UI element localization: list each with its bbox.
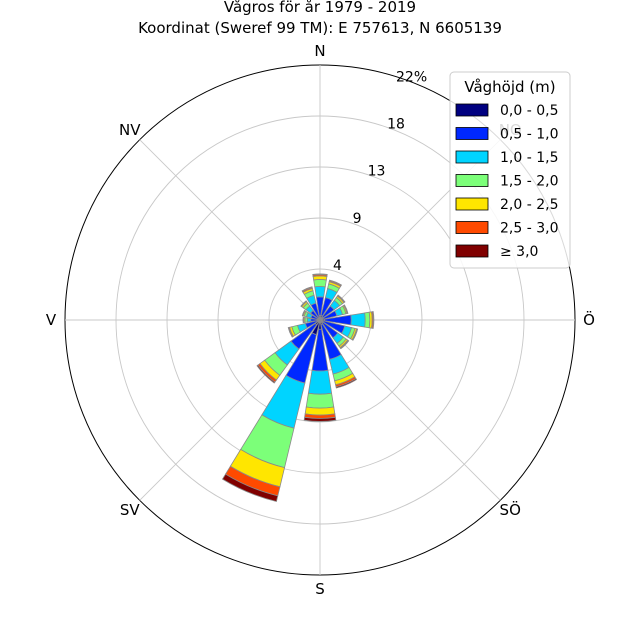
bar-segment-ESE-7 (352, 328, 359, 341)
legend-swatch-4 (455, 174, 489, 187)
bar-segment-VNV-7 (301, 309, 306, 317)
r-tick-label: 13 (368, 164, 386, 180)
direction-label-SV: SV (120, 501, 141, 519)
direction-label-N: N (314, 42, 325, 60)
legend-swatch-6 (455, 221, 489, 234)
bar-segment-Ö-7 (372, 311, 375, 329)
bar-segment-S-3 (307, 369, 333, 395)
r-tick-label: 4 (333, 258, 342, 274)
bar-segment-S-5 (304, 406, 336, 416)
legend-label-5: 2,0 - 2,5 (500, 197, 558, 213)
chart-title: Vågros för år 1979 - 2019 (224, 0, 416, 16)
legend-label-4: 1,5 - 2,0 (500, 174, 558, 190)
direction-label-Ö: Ö (583, 310, 595, 329)
bar-segment-S-7 (303, 416, 337, 422)
bar-segment-ENE-7 (343, 304, 349, 314)
bar-segment-V-3 (306, 317, 312, 323)
bar-segment-NV-7 (300, 300, 307, 307)
bar-segment-SSV-7 (221, 473, 279, 502)
bar-segment-Ö-4 (364, 311, 371, 329)
polar-grid (64, 64, 576, 576)
legend-swatch-5 (455, 197, 489, 211)
r-tick-label: 22% (396, 69, 427, 85)
legend-label-7: ≥ 3,0 (500, 244, 538, 260)
bar-segment-N-3 (314, 285, 326, 298)
legend-label-1: 0,0 - 0,5 (500, 103, 558, 119)
r-tick-label: 9 (353, 211, 362, 227)
bar-segment-SSE-7 (335, 378, 358, 389)
bar-segment-VSV-7 (287, 327, 294, 338)
bar-segment-NNE-7 (328, 279, 342, 286)
legend-items: 0,0 - 0,5 0,5 - 1,0 1,0 - 1,5 1,5 - 2,0 2,0 … (455, 103, 558, 260)
legend-swatch-3 (455, 150, 489, 164)
chart-subtitle: Koordinat (Sweref 99 TM): E 757613, N 66… (138, 19, 502, 37)
legend-label-2: 0,5 - 1,0 (500, 127, 558, 143)
legend-title: Våghöjd (m) (464, 78, 555, 96)
bar-segment-SV-7 (256, 364, 276, 384)
direction-label-S: S (315, 580, 325, 598)
radial-tick-labels: 4 9 13 18 22% (333, 69, 427, 273)
rose-bars (221, 273, 375, 502)
r-tick-label: 18 (387, 117, 405, 133)
legend-swatch-2 (455, 127, 489, 140)
direction-label-SÖ: SÖ (500, 500, 521, 519)
bar-segment-NE-7 (337, 294, 346, 303)
direction-label-V: V (46, 311, 57, 329)
grid-spoke (139, 139, 321, 321)
legend-label-6: 2,5 - 3,0 (500, 221, 558, 237)
bar-segment-NNV-7 (301, 286, 313, 292)
bar-segment-N-4 (313, 279, 327, 288)
bar-segment-S-4 (305, 392, 335, 409)
bar-segment-SÖ-7 (340, 340, 350, 350)
direction-label-NV: NV (119, 121, 141, 139)
legend-swatch-7 (455, 244, 489, 258)
legend-swatch-1 (455, 103, 489, 117)
legend-box (449, 71, 571, 269)
legend-label-3: 1,0 - 1,5 (500, 150, 558, 166)
grid-spoke (319, 319, 501, 501)
bar-segment-Ö-3 (350, 312, 366, 328)
legend: Våghöjd (m) 0,0 - 0,5 0,5 - 1,0 1,0 - 1,5 1… (449, 71, 571, 269)
bar-segment-N-7 (312, 273, 328, 276)
